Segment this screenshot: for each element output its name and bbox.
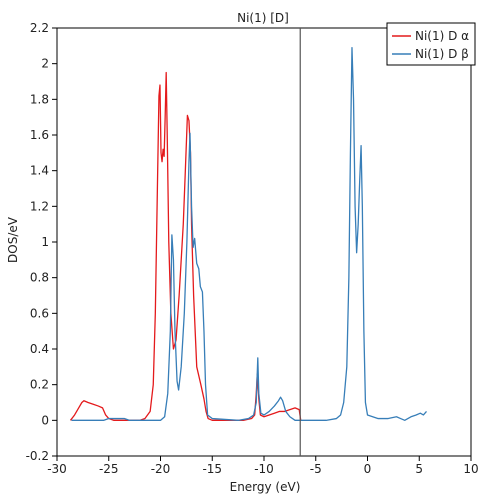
x-tick-label: 5 — [415, 462, 423, 476]
series-line — [71, 46, 427, 421]
legend-box — [386, 22, 476, 66]
x-tick-label: -10 — [254, 462, 274, 476]
series-group — [69, 46, 427, 421]
y-tick-label: 1.2 — [30, 199, 49, 213]
x-axis-title: Energy (eV) — [230, 480, 301, 494]
y-tick-label: 1.6 — [30, 128, 49, 142]
y-tick-label: -0.2 — [26, 449, 49, 463]
x-tick-label: -25 — [99, 462, 119, 476]
y-tick-label: 1.4 — [30, 164, 49, 178]
x-tick-label: -15 — [202, 462, 222, 476]
series-line — [69, 71, 302, 421]
legend-label: Ni(1) D α — [415, 29, 469, 43]
x-tick-label: 0 — [364, 462, 372, 476]
legend-label: Ni(1) D β — [415, 47, 469, 61]
y-tick-label: 2 — [41, 57, 49, 71]
y-tick-label: 2.2 — [30, 21, 49, 35]
x-tick-label: -20 — [151, 462, 171, 476]
legend: Ni(1) D α Ni(1) D β — [386, 22, 476, 66]
y-tick-label: 0.8 — [30, 271, 49, 285]
y-tick-label: 1 — [41, 235, 49, 249]
y-tick-label: 0.4 — [30, 342, 49, 356]
plot-area: -30 -25 -20 -15 -10 -5 0 5 10 -0.2 0 0.2 0.4 0.6 0.8 1 1… — [26, 21, 479, 476]
y-tick-label: 0.2 — [30, 378, 49, 392]
plot-frame — [56, 27, 472, 457]
y-axis-title: DOS/eV — [6, 216, 20, 263]
x-tick-label: 10 — [463, 462, 478, 476]
x-tick-label: -5 — [310, 462, 322, 476]
x-tick-label: -30 — [47, 462, 67, 476]
y-tick-label: 0.6 — [30, 306, 49, 320]
y-tick-label: 1.8 — [30, 92, 49, 106]
y-tick-label: 0 — [41, 413, 49, 427]
chart-title: Ni(1) [D] — [237, 11, 289, 25]
